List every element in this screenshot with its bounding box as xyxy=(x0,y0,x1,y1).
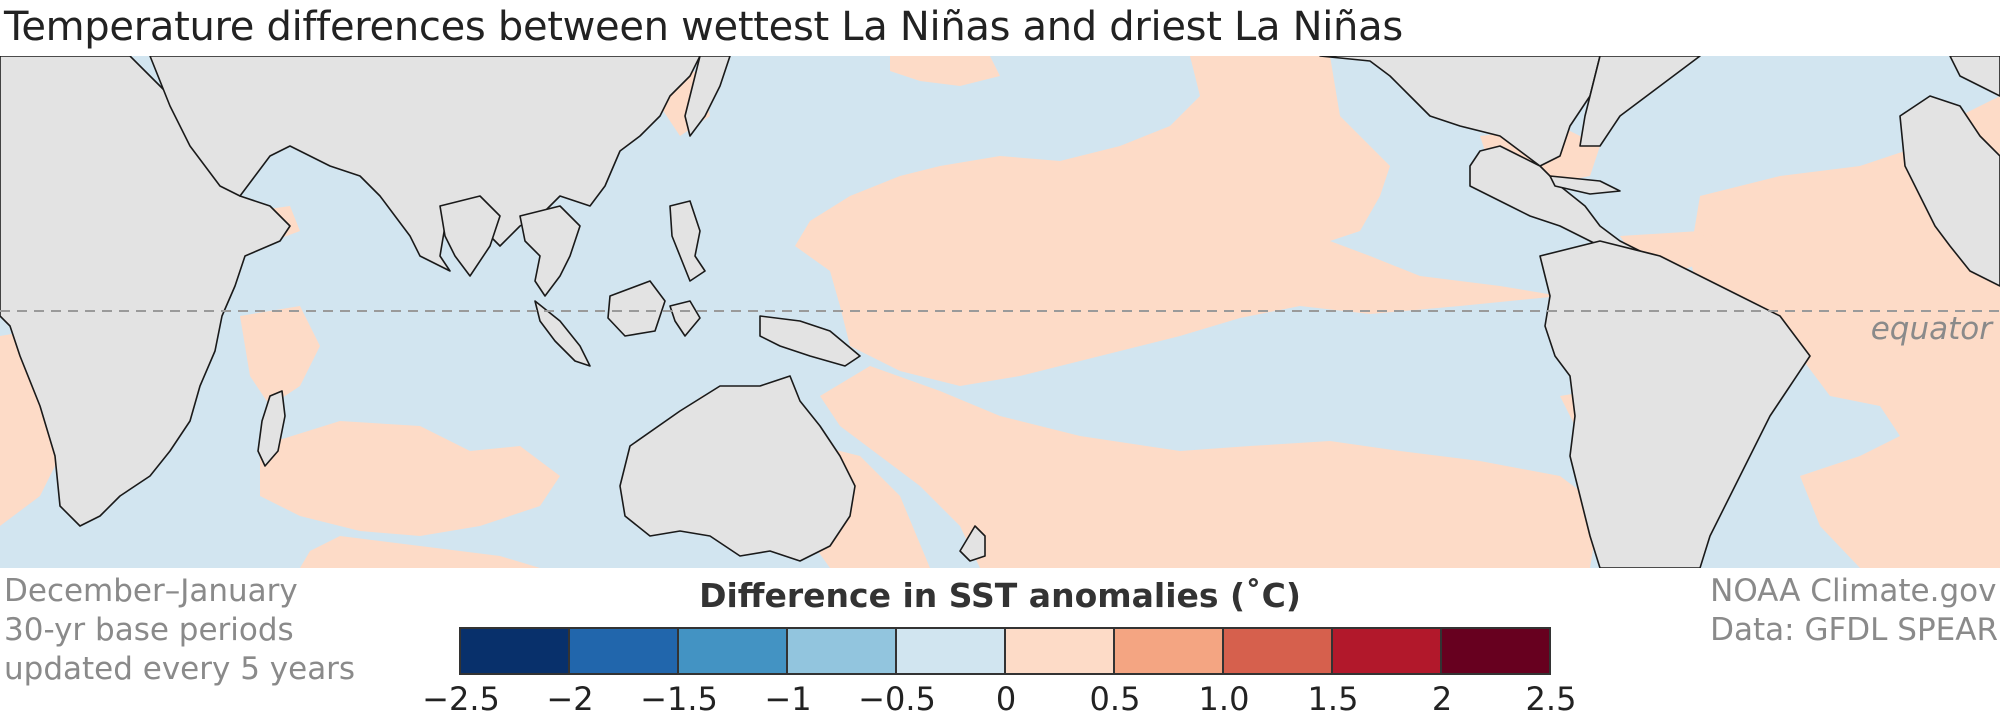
legend-swatch xyxy=(897,629,1006,673)
land-japan xyxy=(684,56,731,137)
legend-tick-label: 2 xyxy=(1431,680,1453,718)
legend-tick-label: 1.5 xyxy=(1307,680,1359,718)
land-indochina xyxy=(519,205,581,297)
warm-region-south-indian xyxy=(260,421,560,536)
land-masses xyxy=(0,56,2000,568)
legend-tick-label: 2.5 xyxy=(1525,680,1577,718)
period-line: December–January xyxy=(4,573,298,609)
land-borneo xyxy=(607,280,666,337)
legend-tick-label: −1 xyxy=(764,680,812,718)
source-info: NOAA Climate.gov Data: GFDL SPEAR xyxy=(1710,572,1998,650)
legend-tick-label: 1.0 xyxy=(1198,680,1250,718)
color-legend-bar xyxy=(459,627,1551,675)
legend-tick-label: 0 xyxy=(995,680,1017,718)
legend-tick-label: −2 xyxy=(546,680,594,718)
land-india xyxy=(439,195,501,277)
warm-region-east-africa xyxy=(240,306,320,406)
legend-tick-label: −1.5 xyxy=(640,680,718,718)
legend-swatch xyxy=(788,629,897,673)
credit-line: NOAA Climate.gov xyxy=(1710,573,1997,609)
land-madagascar xyxy=(257,390,286,467)
legend-swatch xyxy=(1006,629,1115,673)
legend-tick-label: −2.5 xyxy=(422,680,500,718)
warm-region-south-pacific xyxy=(820,366,1600,568)
legend-swatch xyxy=(1333,629,1442,673)
sst-difference-map: equator xyxy=(0,56,2000,568)
land-south-america xyxy=(1539,240,1811,568)
legend-swatch xyxy=(1115,629,1224,673)
warm-region-north-pacific xyxy=(795,56,1560,386)
base-period-line: 30-yr base periods xyxy=(4,612,294,648)
land-sumatra xyxy=(534,300,591,367)
legend-tick-label: 0.5 xyxy=(1089,680,1141,718)
legend-swatch xyxy=(570,629,679,673)
equator-label: equator xyxy=(1871,311,1995,347)
land-eurasia xyxy=(149,56,701,272)
land-cuba xyxy=(1549,175,1621,195)
land-east-coast xyxy=(1579,56,1701,147)
legend-swatch xyxy=(679,629,788,673)
land-australia xyxy=(619,375,856,562)
land-europe xyxy=(1949,56,2000,97)
legend-tick-label: −0.5 xyxy=(858,680,936,718)
legend-swatch xyxy=(1224,629,1333,673)
map-title: Temperature differences between wettest … xyxy=(4,4,1403,50)
land-sulawesi xyxy=(669,300,701,337)
legend-swatch xyxy=(461,629,570,673)
legend-title-text: Difference in SST anomalies (˚C) xyxy=(699,576,1301,615)
warm-region-nw-pacific xyxy=(890,56,1000,86)
data-source-line: Data: GFDL SPEAR xyxy=(1710,612,1998,648)
period-info: December–January 30-yr base periods upda… xyxy=(4,572,355,689)
warm-region-south-indian-2 xyxy=(300,536,540,568)
legend-swatch xyxy=(1442,629,1549,673)
land-west-africa xyxy=(1899,95,2000,287)
land-new-guinea xyxy=(759,315,861,367)
legend-title: Difference in SST anomalies (˚C) xyxy=(0,576,2000,615)
land-philippines xyxy=(669,200,706,282)
update-line: updated every 5 years xyxy=(4,651,356,687)
land-new-zealand xyxy=(959,525,986,562)
warm-region-north-atlantic xyxy=(1690,96,2000,568)
